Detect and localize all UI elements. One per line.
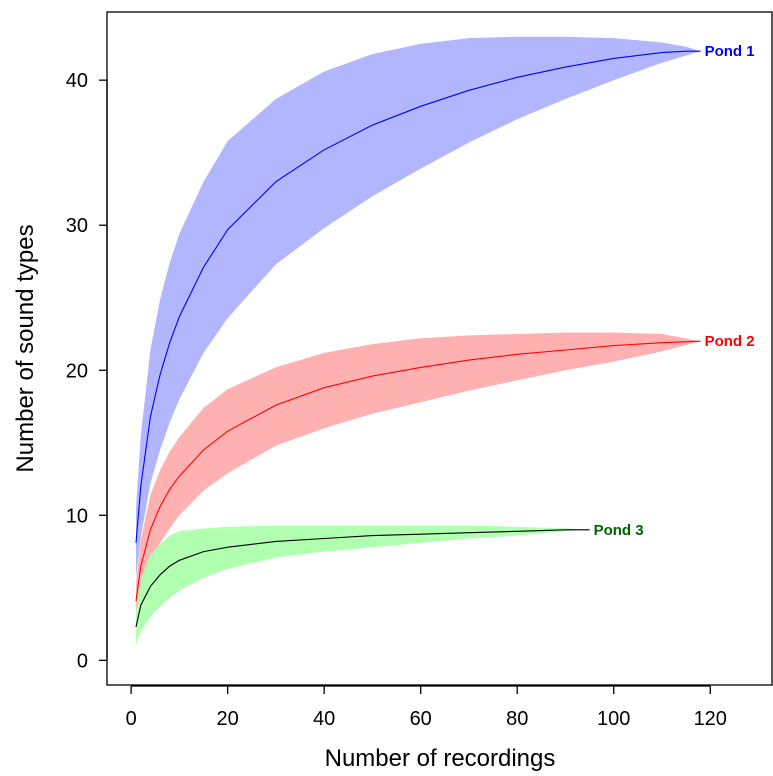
pond-3-confidence-band xyxy=(136,525,590,645)
x-tick-label: 80 xyxy=(506,708,528,730)
x-axis-title: Number of recordings xyxy=(325,745,556,772)
pond-2-confidence-band xyxy=(136,332,701,619)
y-tick-label: 10 xyxy=(66,505,88,527)
pond-1-label: Pond 1 xyxy=(705,43,755,60)
y-tick-label: 30 xyxy=(66,215,88,237)
y-tick-label: 20 xyxy=(66,360,88,382)
x-tick-label: 0 xyxy=(126,708,137,730)
x-tick-label: 120 xyxy=(694,708,727,730)
y-axis-title: Number of sound types xyxy=(12,224,39,472)
pond-1-confidence-band xyxy=(136,36,701,578)
accumulation-curves xyxy=(135,50,701,628)
pond-1-curve xyxy=(135,50,701,543)
confidence-bands xyxy=(136,36,701,645)
series-labels: Pond 1 Pond 2 Pond 3 xyxy=(594,43,755,539)
x-axis: 0 20 40 60 80 100 120 xyxy=(126,685,727,730)
pond-3-label: Pond 3 xyxy=(594,522,644,539)
pond-2-curve xyxy=(135,340,701,601)
y-tick-label: 40 xyxy=(66,70,88,92)
x-tick-label: 20 xyxy=(217,708,239,730)
x-tick-label: 100 xyxy=(597,708,630,730)
y-tick-label: 0 xyxy=(77,650,88,672)
x-tick-label: 60 xyxy=(410,708,432,730)
y-axis: 0 10 20 30 40 xyxy=(66,70,108,672)
x-tick-label: 40 xyxy=(313,708,335,730)
pond-3-curve xyxy=(135,529,590,628)
pond-2-label: Pond 2 xyxy=(705,333,755,350)
